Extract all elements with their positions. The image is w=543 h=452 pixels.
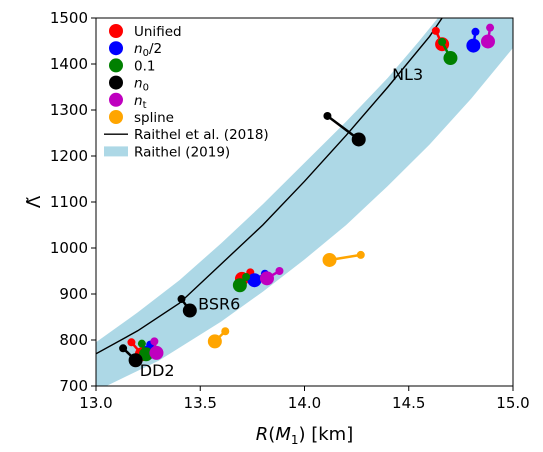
- point-nt-2: [149, 337, 164, 360]
- point-n0-2-0: [466, 27, 481, 53]
- point-0-1-1: [232, 272, 251, 293]
- y-tick-label: 1300: [50, 101, 88, 119]
- point-primary: [149, 345, 164, 360]
- legend-label: n0/2: [134, 41, 162, 59]
- y-tick-label: 900: [59, 285, 88, 303]
- legend-marker: [109, 75, 123, 90]
- legend-entry-n0: n0: [109, 75, 149, 94]
- x-tick-label: 15.0: [496, 394, 529, 412]
- legend-entry-0-1: 0.1: [109, 58, 155, 74]
- point-secondary: [471, 27, 480, 36]
- point-secondary: [221, 327, 230, 336]
- point-primary: [232, 278, 247, 293]
- legend-entry-n0-2: n0/2: [109, 41, 162, 59]
- point-primary: [322, 252, 337, 267]
- y-tick-label: 1200: [50, 147, 88, 165]
- point-n0-2: [119, 344, 143, 368]
- legend-label: Raithel et al. (2018): [134, 127, 269, 143]
- point-secondary: [137, 339, 146, 348]
- y-tick-label: 1500: [50, 9, 88, 27]
- legend-label: 0.1: [134, 58, 155, 74]
- point-secondary: [486, 23, 495, 32]
- legend-marker: [109, 58, 123, 73]
- point-spline-0: [322, 250, 365, 267]
- point-secondary: [356, 250, 365, 259]
- point-primary: [139, 347, 154, 362]
- axes: 13.0 13.5 14.0 14.5 15.0 700 800 900 1000 1100 120…: [24, 9, 530, 447]
- point-primary: [480, 34, 495, 49]
- point-primary: [182, 303, 197, 318]
- point-secondary: [119, 344, 128, 353]
- point-primary: [128, 353, 143, 368]
- point-0-1-0: [438, 37, 458, 66]
- point-secondary: [431, 26, 440, 35]
- x-tick-label: 13.0: [79, 394, 112, 412]
- point-primary: [351, 132, 366, 147]
- y-tick-label: 1400: [50, 55, 88, 73]
- point-secondary: [275, 267, 284, 275]
- point-secondary: [438, 37, 447, 46]
- y-tick-label: 800: [59, 331, 88, 349]
- legend-label: Raithel (2019): [134, 144, 230, 160]
- point-secondary: [127, 338, 136, 347]
- point-primary: [443, 51, 458, 66]
- point-primary: [259, 271, 274, 286]
- legend-marker: [109, 41, 123, 56]
- y-tick-label: 700: [59, 377, 88, 395]
- y-tick-label: 1000: [50, 239, 88, 257]
- point-n0-1: [177, 295, 197, 318]
- point-0-1-2: [137, 339, 154, 362]
- legend-swatch: [104, 146, 128, 157]
- x-tick-label: 13.5: [184, 394, 217, 412]
- legend-label: spline: [134, 110, 174, 126]
- legend-label: nt: [134, 93, 147, 111]
- legend-entry-raithel-et-al-2018-: Raithel et al. (2018): [104, 127, 269, 143]
- legend-label: Unified: [134, 24, 182, 40]
- data-marks: [119, 23, 495, 368]
- raithel-2018-line: [96, 18, 443, 355]
- point-primary: [247, 273, 262, 288]
- point-primary: [207, 334, 222, 349]
- annotation-bsr6: BSR6: [198, 295, 240, 314]
- point-secondary: [177, 295, 186, 304]
- legend-label: n0: [134, 76, 149, 94]
- x-tick-label: 14.5: [392, 394, 425, 412]
- point-primary: [466, 38, 481, 53]
- x-tick-label: 14.0: [288, 394, 321, 412]
- y-tick-label: 1100: [50, 193, 88, 211]
- annotations: NL3 BSR6 DD2: [140, 65, 423, 380]
- annotation-dd2: DD2: [140, 361, 175, 380]
- raithel-2019-band: [96, 18, 513, 386]
- point-nt-1: [259, 267, 284, 286]
- legend-marker: [109, 92, 123, 107]
- x-axis-label: R(M1) [km]: [256, 424, 353, 447]
- legend-marker: [109, 24, 123, 38]
- legend-entry-unified: Unified: [109, 24, 182, 40]
- point-nt-0: [480, 23, 495, 49]
- point-secondary: [242, 272, 251, 281]
- point-secondary: [323, 111, 332, 120]
- point-spline-1: [207, 327, 230, 349]
- legend-entry-raithel-2019-: Raithel (2019): [104, 144, 230, 160]
- point-n0-0: [323, 111, 366, 147]
- legend-entry-spline: spline: [109, 110, 174, 126]
- point-secondary: [150, 337, 159, 346]
- plot-area: [96, 18, 513, 386]
- annotation-nl3: NL3: [392, 65, 423, 84]
- y-axis-label: Λ̃: [24, 195, 45, 208]
- legend-marker: [109, 110, 123, 124]
- legend-entry-nt: nt: [109, 92, 147, 111]
